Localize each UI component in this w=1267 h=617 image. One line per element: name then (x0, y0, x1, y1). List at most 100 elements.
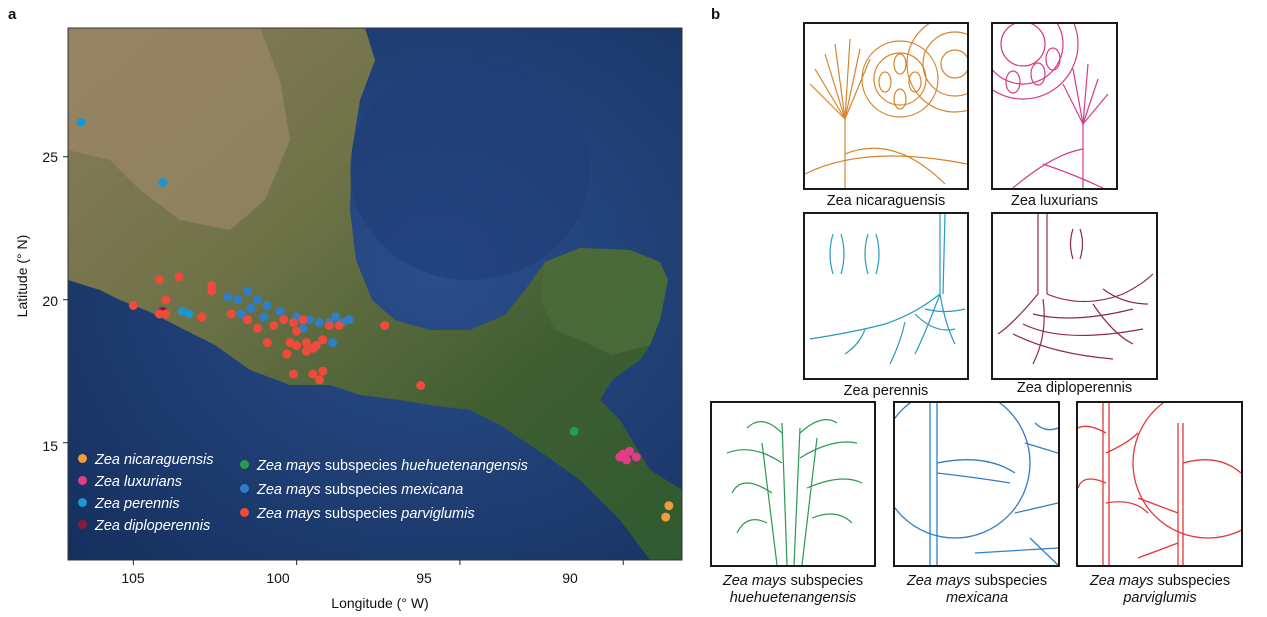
occurrence-point (184, 309, 194, 319)
caption-epithet: parviglumis (1123, 590, 1197, 606)
occurrence-point (269, 321, 279, 330)
plant-drawing-nicaraguensis (805, 24, 967, 188)
occurrence-point (128, 300, 138, 310)
occurrence-point (301, 338, 311, 348)
legend-label: subspecies (324, 458, 398, 474)
y-tick-label: 25 (42, 149, 58, 165)
occurrence-point (243, 315, 253, 325)
legend-marker (78, 454, 87, 463)
occurrence-point (625, 446, 635, 456)
occurrence-point (246, 303, 256, 313)
legend-marker (78, 476, 87, 485)
occurrence-point (252, 323, 262, 333)
caption-genus: Zea mays (906, 573, 971, 589)
legend-label: subspecies (324, 506, 398, 522)
occurrence-point (262, 300, 272, 310)
legend-label: huehuetenangensis (401, 458, 528, 474)
legend-item: Zea luxurians (78, 474, 182, 490)
occurrence-point (631, 452, 641, 462)
occurrence-point (298, 315, 308, 325)
yucatan (540, 248, 668, 355)
legend-item: Zea mays subspecies mexicana (240, 482, 463, 498)
plant-drawing-luxurians (993, 24, 1109, 188)
legend-label: Zea mays (257, 458, 321, 474)
caption-genus: Zea mays (722, 573, 787, 589)
legend-item: Zea diploperennis (78, 518, 210, 534)
occurrence-point (292, 326, 302, 336)
occurrence-point (308, 343, 318, 353)
caption-epithet: huehuetenangensis (729, 590, 857, 606)
illustration-zea-perennis (803, 212, 969, 380)
legend-label: Zea diploperennis (95, 518, 211, 534)
plant-drawing-diploperennis (997, 214, 1154, 365)
occurrence-point (615, 452, 625, 462)
occurrence-point (324, 321, 334, 330)
y-tick-label: 15 (42, 438, 58, 454)
caption-zea-diploperennis: Zea diploperennis (1016, 380, 1133, 396)
occurrence-point (288, 318, 298, 328)
occurrence-point (226, 309, 236, 319)
caption-zea-mays-huehuetenangensis: Zea mays subspecies huehuetenangensis (702, 573, 884, 607)
occurrence-point (161, 295, 171, 305)
occurrence-point (282, 349, 292, 359)
caption-genus: Zea mays (1089, 573, 1154, 589)
gulf-of-mexico (350, 60, 590, 280)
occurrence-point (207, 286, 217, 296)
occurrence-point (344, 315, 354, 325)
occurrence-point (318, 335, 328, 345)
panel-label-b: b (711, 6, 721, 23)
plant-drawing-parviglumis (1078, 403, 1241, 565)
occurrence-point (275, 306, 285, 316)
occurrence-point (292, 341, 302, 350)
legend-marker (78, 520, 87, 529)
occurrence-point (331, 312, 341, 322)
legend-label: Zea luxurians (95, 474, 183, 490)
caption-zea-luxurians: Zea luxurians (1010, 193, 1099, 209)
occurrence-point (305, 315, 315, 325)
x-axis-label: Longitude (° W) (331, 595, 429, 611)
legend-marker (78, 498, 87, 507)
occurrence-point (288, 369, 298, 379)
x-tick-label: 105 (121, 570, 145, 586)
caption-rank: subspecies (790, 573, 864, 589)
illustration-zea-mays-huehuetenangensis (710, 401, 876, 567)
legend-marker (240, 484, 249, 493)
occurrence-point (279, 315, 289, 325)
caption-rank: subspecies (1157, 573, 1231, 589)
caption-zea-mays-parviglumis: Zea mays subspecies parviglumis (1069, 573, 1251, 607)
occurrence-point (252, 295, 262, 305)
occurrence-point (161, 309, 171, 319)
caption-zea-mays-mexicana: Zea mays subspecies mexicana (886, 573, 1068, 607)
caption-epithet: mexicana (945, 590, 1009, 606)
occurrence-point (315, 375, 324, 385)
illustration-zea-diploperennis (991, 212, 1158, 380)
legend-label: subspecies (324, 482, 398, 498)
illustration-zea-mays-parviglumis (1076, 401, 1243, 567)
occurrence-point (223, 292, 233, 302)
caption-zea-nicaraguensis: Zea nicaraguensis (826, 193, 946, 209)
occurrence-point (262, 338, 272, 348)
legend-label: Zea mays (257, 506, 321, 522)
occurrence-point (380, 321, 390, 330)
map-frame (67, 27, 683, 561)
caption-zea-perennis: Zea perennis (843, 383, 929, 399)
legend-item: Zea perennis (78, 496, 180, 512)
legend-item: Zea mays subspecies huehuetenangensis (240, 458, 528, 474)
x-tick-label: 95 (416, 570, 432, 586)
occurrence-point (233, 295, 243, 305)
legend-marker (240, 460, 249, 469)
legend-label: Zea mays (257, 482, 321, 498)
occurrence-point (661, 512, 671, 522)
illustration-zea-mays-mexicana (893, 401, 1060, 567)
plant-drawing-mexicana (895, 403, 1058, 565)
occurrence-point (259, 312, 269, 322)
legend-label: Zea perennis (95, 496, 180, 512)
occurrence-point (328, 338, 337, 348)
legend-item: Zea mays subspecies parviglumis (240, 506, 475, 522)
occurrence-point (243, 286, 253, 296)
y-tick-label: 20 (42, 293, 58, 309)
legend-label: Zea nicaraguensis (95, 452, 214, 468)
legend-item: Zea nicaraguensis (78, 452, 214, 468)
occurrence-point (158, 178, 168, 187)
map-chart (63, 27, 683, 565)
